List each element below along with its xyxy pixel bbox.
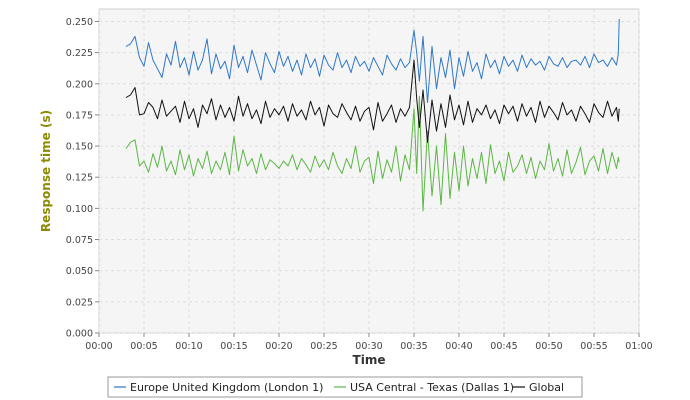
x-tick-label: 00:10 [175,341,202,352]
y-tick-label: 0.125 [66,173,93,184]
x-tick-label: 00:00 [85,341,112,352]
y-axis-title: Response time (s) [39,110,53,232]
legend-label-dallas: USA Central - Texas (Dallas 1) [350,381,514,394]
x-tick-label: 00:45 [490,341,517,352]
x-tick-label: 01:00 [625,341,652,352]
x-axis-ticks: 00:00 00:05 00:10 00:15 00:20 00:25 00:30 00:35… [85,333,653,352]
x-tick-label: 00:15 [220,341,247,352]
x-tick-label: 00:20 [265,341,292,352]
y-tick-label: 0.175 [66,110,93,121]
x-tick-label: 00:25 [310,341,337,352]
series-lines [125,18,620,212]
y-tick-label: 0.050 [66,266,93,277]
legend: Europe United Kingdom (London 1) USA Cen… [107,376,583,398]
y-tick-label: 0.150 [66,142,93,153]
y-axis-ticks: 0.000 0.025 0.050 0.075 0.100 0.125 0.150 0.175… [66,17,99,340]
series-line-london [125,18,620,103]
y-tick-label: 0.100 [66,204,93,215]
x-axis-title: Time [353,353,386,367]
y-tick-label: 0.025 [66,297,93,308]
x-tick-label: 00:35 [400,341,427,352]
y-tick-label: 0.225 [66,48,93,59]
y-tick-label: 0.250 [66,17,93,28]
legend-label-global: Global [529,381,564,394]
y-tick-label: 0.000 [66,329,93,340]
series-line-global [125,59,620,143]
x-tick-label: 00:05 [130,341,157,352]
x-tick-label: 00:40 [445,341,472,352]
y-tick-label: 0.075 [66,235,93,246]
series-line-dallas [125,95,620,212]
x-tick-label: 00:55 [580,341,607,352]
legend-label-london: Europe United Kingdom (London 1) [130,381,323,394]
x-tick-label: 00:50 [535,341,562,352]
x-tick-label: 00:30 [355,341,382,352]
y-tick-label: 0.200 [66,79,93,90]
